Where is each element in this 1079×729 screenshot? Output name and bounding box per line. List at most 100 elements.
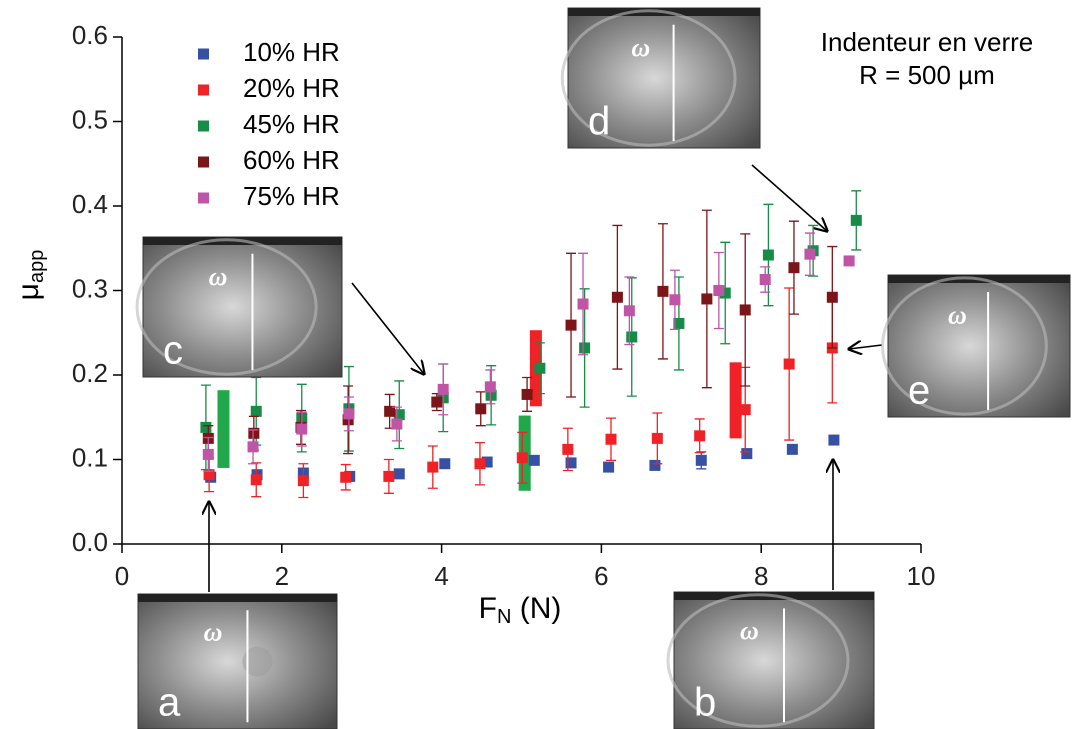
annotation: Indenteur en verre: [821, 27, 1033, 57]
data-point: [826, 291, 838, 303]
data-point: [475, 403, 487, 415]
data-point: [481, 456, 493, 468]
contact-zone: [242, 646, 273, 677]
data-point: [391, 418, 403, 430]
data-point: [297, 475, 309, 487]
data-point: [200, 421, 212, 433]
inset-image: [142, 236, 343, 378]
data-point: [516, 452, 528, 464]
inset-label: b: [694, 681, 716, 725]
y-tick-label: 0.4: [72, 189, 108, 219]
data-point: [804, 248, 816, 260]
data-point: [202, 448, 214, 460]
x-axis-label: FN (N): [479, 592, 562, 628]
legend-label: 20% HR: [243, 73, 340, 103]
omega: ω: [209, 262, 228, 291]
arrow: [351, 282, 424, 374]
contact-zone: [560, 9, 737, 147]
data-point: [739, 304, 751, 316]
data-point: [762, 249, 774, 261]
inset-image: [137, 593, 338, 729]
legend-marker: [198, 156, 209, 168]
data-point: [713, 285, 725, 296]
data-point: [719, 287, 731, 299]
inset-image: [887, 274, 1071, 418]
contact-zone: [881, 276, 1048, 416]
inset-image: [567, 7, 761, 149]
data-point: [484, 381, 496, 393]
data-point: [843, 255, 855, 267]
data-point: [521, 388, 533, 400]
range-bar: [217, 390, 230, 468]
omega: ω: [631, 33, 650, 62]
data-point: [669, 294, 681, 306]
data-point: [741, 448, 753, 460]
legend-marker: [198, 120, 209, 132]
data-point: [384, 405, 396, 417]
data-point: [431, 396, 443, 408]
data-point: [651, 432, 663, 444]
data-point: [343, 408, 355, 420]
data-point: [783, 358, 795, 370]
x-tick-label: 6: [594, 561, 608, 591]
omega: ω: [948, 301, 967, 330]
y-axis-label: μapp: [12, 250, 48, 301]
data-point: [340, 471, 352, 483]
x-tick-label: 0: [115, 561, 129, 591]
annotation: R = 500 µm: [859, 60, 995, 90]
data-point: [626, 331, 638, 343]
inset: aω: [137, 593, 338, 729]
data-point: [393, 409, 405, 421]
inset-label: e: [908, 369, 930, 413]
arrows: [209, 164, 883, 592]
arrow: [751, 164, 827, 231]
data-point: [427, 461, 439, 473]
y-tick-label: 0.3: [72, 273, 108, 303]
data-point: [579, 342, 591, 354]
y-tick-label: 0.2: [72, 358, 108, 388]
inset: cω: [135, 236, 343, 378]
data-point: [657, 285, 669, 297]
data-point: [739, 404, 751, 416]
contact-zone: [666, 593, 850, 728]
inset-image: [673, 591, 875, 729]
data-point: [248, 427, 260, 439]
y-axis-label-sub: app: [26, 250, 48, 283]
data-point: [649, 459, 661, 471]
y-tick-label: 0.6: [72, 20, 108, 50]
inset-label: a: [158, 681, 181, 725]
legend-label: 10% HR: [243, 37, 340, 67]
legend-label: 75% HR: [243, 181, 340, 211]
inset-label: c: [163, 329, 183, 373]
data-point: [437, 383, 449, 395]
data-point: [828, 434, 840, 446]
data-point: [694, 430, 706, 442]
y-axis-label-main: μ: [12, 283, 45, 300]
y-tick-label: 0.0: [72, 527, 108, 557]
data-point: [247, 441, 259, 453]
data-point: [383, 470, 395, 482]
inset-header: [138, 594, 337, 602]
legend-marker: [198, 84, 209, 96]
x-tick-label: 2: [275, 561, 289, 591]
data-point: [565, 457, 577, 469]
data-point: [474, 458, 486, 470]
range-bar: [729, 362, 742, 439]
data-point: [673, 317, 685, 329]
x-tick-label: 10: [907, 561, 936, 591]
data-point: [788, 262, 800, 274]
inset: dω: [560, 7, 761, 149]
inset: eω: [881, 274, 1071, 418]
x-tick-label: 4: [434, 561, 448, 591]
data-point: [439, 458, 451, 470]
y-tick-label: 0.5: [72, 104, 108, 134]
x-tick-label: 8: [754, 561, 768, 591]
y-tick-label: 0.1: [72, 442, 108, 472]
data-point: [701, 293, 713, 305]
legend-label: 60% HR: [243, 145, 340, 175]
x-axis-label-main: F: [479, 592, 497, 625]
data-point: [611, 291, 623, 303]
inset-label: d: [588, 100, 610, 144]
data-point: [250, 474, 262, 486]
